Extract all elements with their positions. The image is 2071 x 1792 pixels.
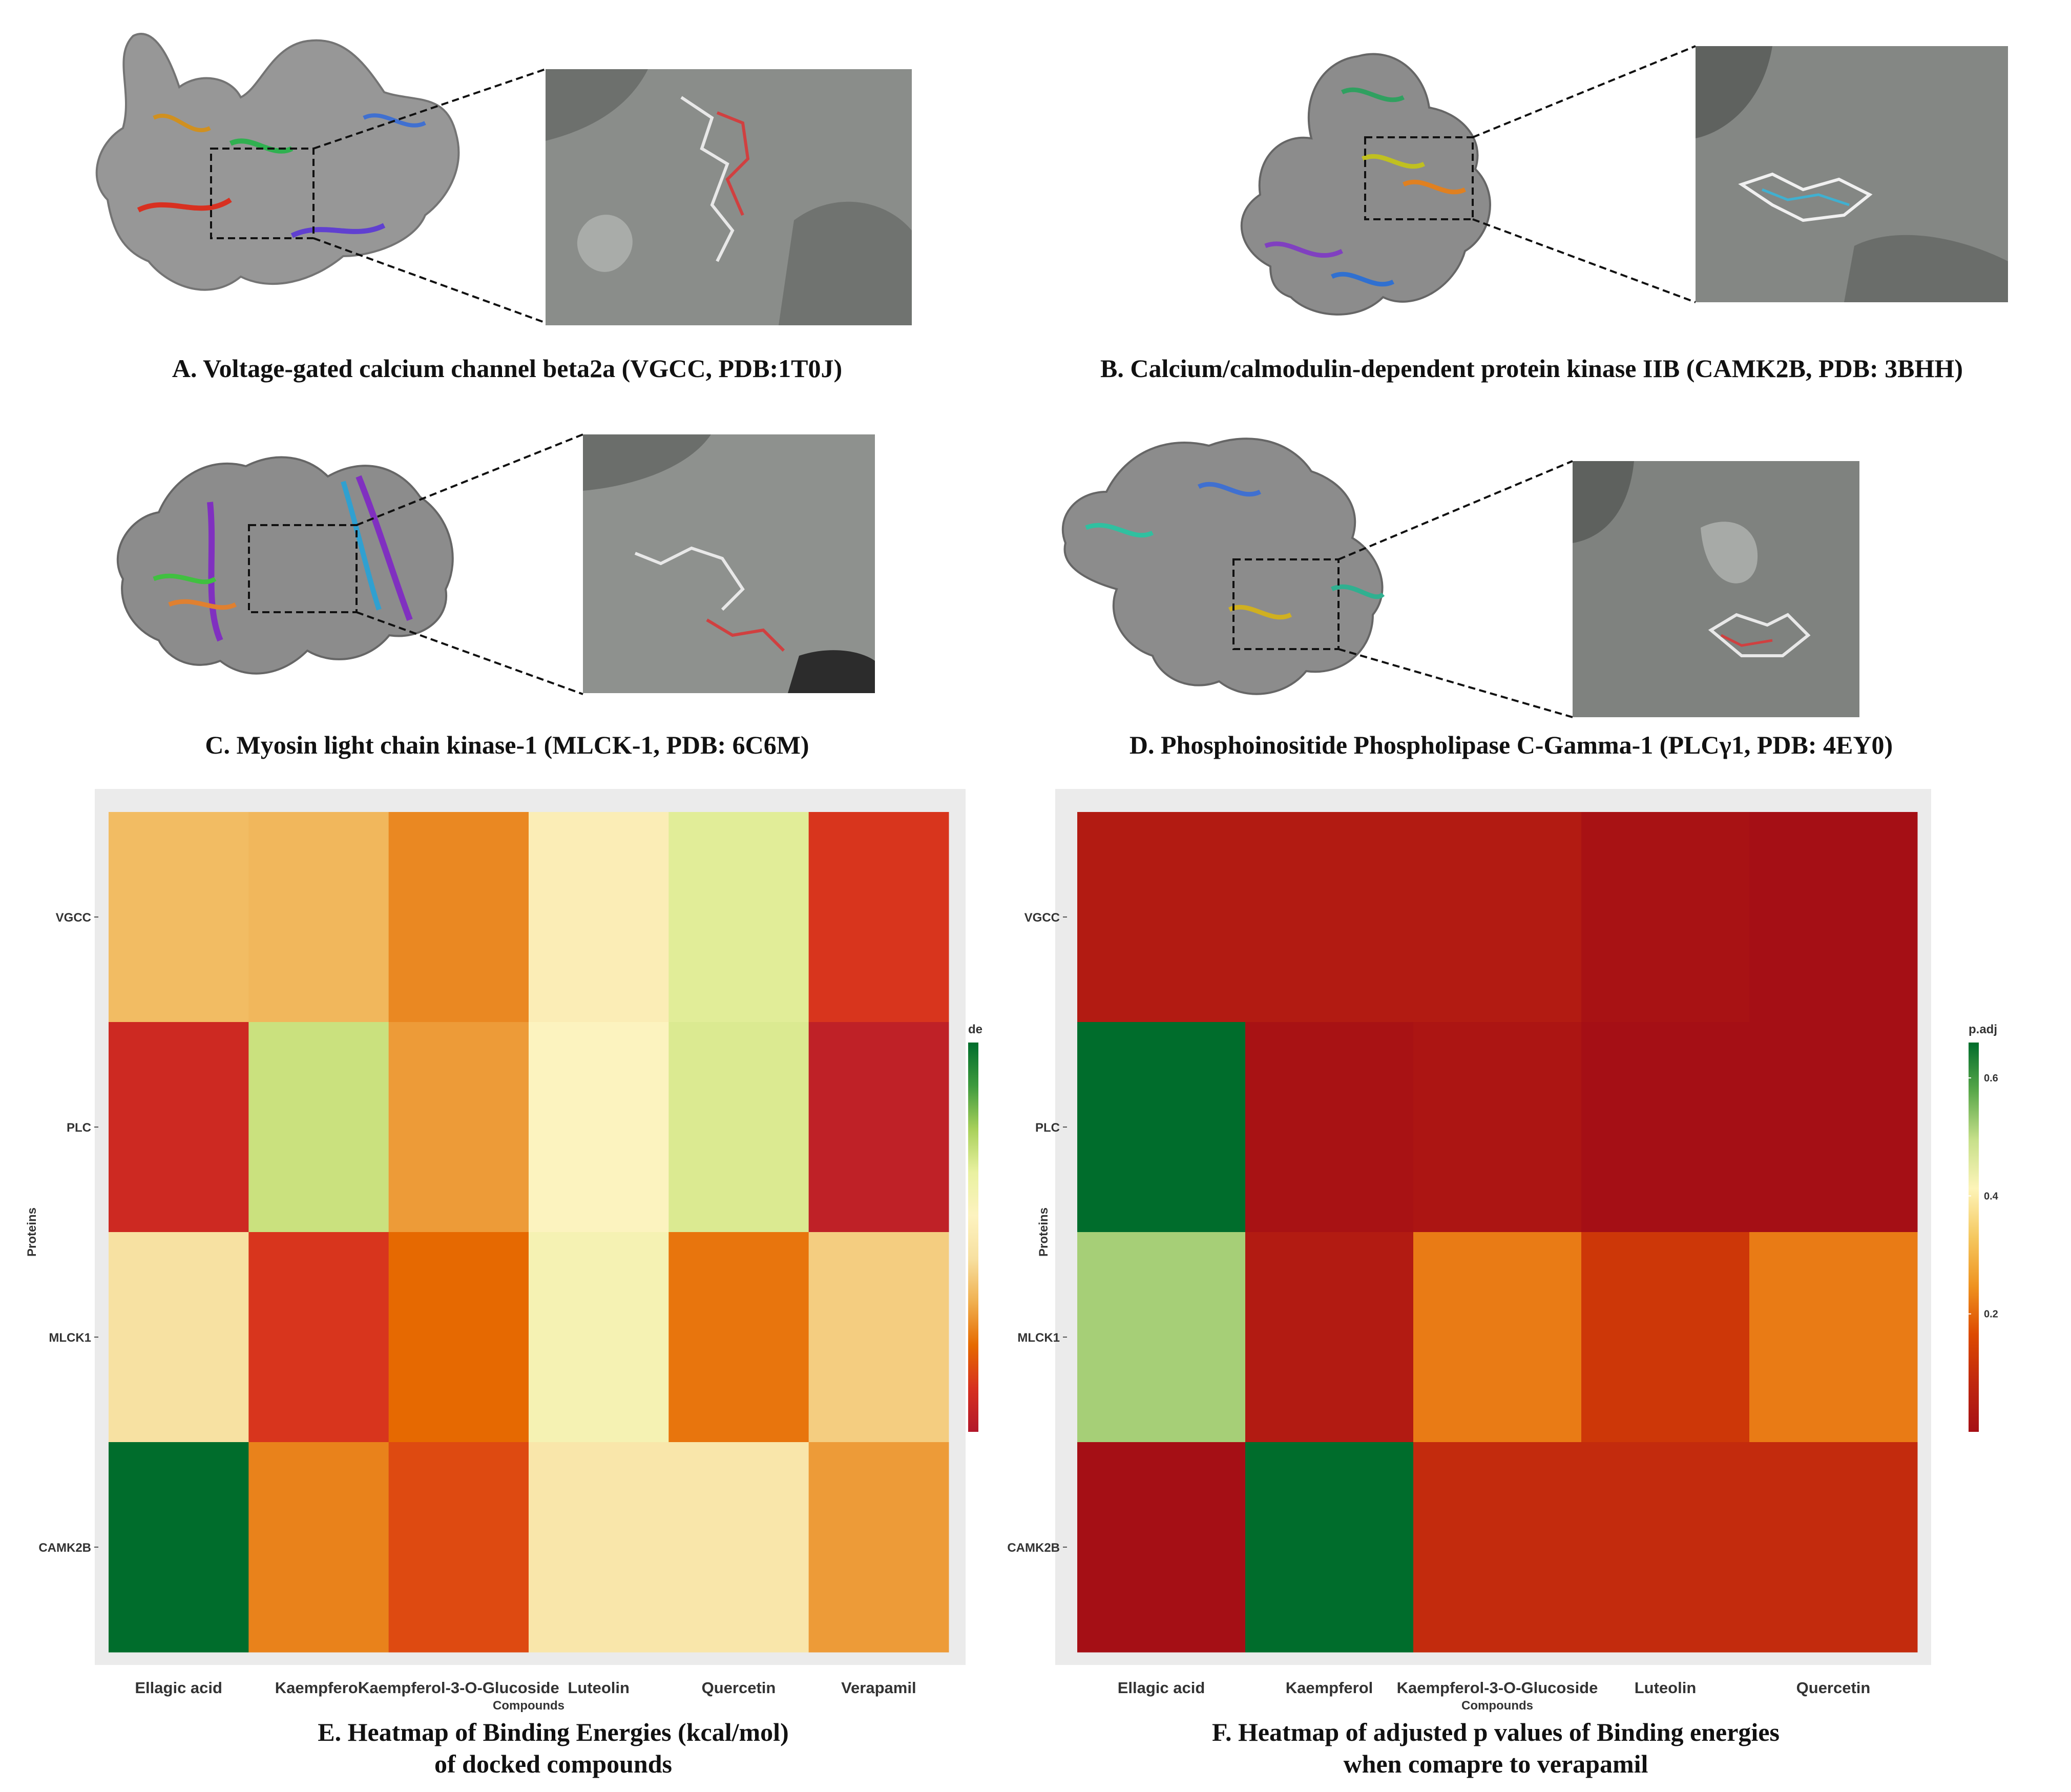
y-tick-label-camk2b: CAMK2B xyxy=(38,1541,91,1555)
panel-c-structure xyxy=(116,433,875,695)
heatmap-cell-vgcc-quercetin xyxy=(1749,812,1918,1023)
legend-colorbar xyxy=(968,1043,978,1432)
heatmap-cell-plc-luteolin xyxy=(529,1022,669,1233)
heatmap-cell-vgcc-kaempferol xyxy=(1245,812,1414,1023)
heatmap-cell-mlck1-ellagic-acid xyxy=(109,1232,249,1443)
heatmap-cell-plc-quercetin xyxy=(1749,1022,1918,1233)
panel-e-title-line2: of docked compounds xyxy=(434,1749,672,1778)
heatmap-cell-mlck1-quercetin xyxy=(668,1232,809,1443)
y-tick-label-plc: PLC xyxy=(1035,1121,1060,1135)
legend-colorbar xyxy=(1969,1043,1979,1432)
heatmap-cell-mlck1-quercetin xyxy=(1749,1232,1918,1443)
heatmap-cell-camk2b-kaempferol xyxy=(1245,1442,1414,1653)
x-axis-title: Compounds xyxy=(1461,1699,1533,1713)
y-tick-label-plc: PLC xyxy=(67,1121,91,1135)
x-tick-label-kaempferol: Kaempferol xyxy=(1286,1679,1373,1697)
heatmap-cell-mlck1-verapamil xyxy=(808,1232,949,1443)
heatmap-cell-camk2b-kaempferol-3-o-glucoside xyxy=(1413,1442,1582,1653)
heatmap-cell-plc-kaempferol xyxy=(1245,1022,1414,1233)
panel-b-caption: B. Calcium/calmodulin-dependent protein … xyxy=(1100,354,1963,383)
y-tick-label-camk2b: CAMK2B xyxy=(1007,1541,1060,1555)
heatmap-cell-plc-verapamil xyxy=(808,1022,949,1233)
heatmap-cell-mlck1-kaempferol xyxy=(1245,1232,1414,1443)
heatmap-cell-vgcc-verapamil xyxy=(808,812,949,1023)
x-tick-label-kaempferol: Kaempferol xyxy=(275,1679,363,1697)
panel-c-caption: C. Myosin light chain kinase-1 (MLCK-1, … xyxy=(205,731,809,759)
heatmap-cell-camk2b-ellagic-acid xyxy=(109,1442,249,1653)
heatmap-cell-vgcc-ellagic-acid xyxy=(109,812,249,1023)
heatmap-cell-vgcc-luteolin xyxy=(529,812,669,1023)
panel-e-title-line1: E. Heatmap of Binding Energies (kcal/mol… xyxy=(318,1718,789,1746)
x-tick-label-luteolin: Luteolin xyxy=(568,1679,630,1697)
heatmap-cell-camk2b-kaempferol xyxy=(248,1442,389,1653)
heatmap-cell-camk2b-quercetin xyxy=(1749,1442,1918,1653)
heatmap-cell-vgcc-ellagic-acid xyxy=(1077,812,1246,1023)
heatmap-cell-plc-ellagic-acid xyxy=(109,1022,249,1233)
x-tick-label-kaempferol-3-o-glucoside: Kaempferol-3-O-Glucoside xyxy=(358,1679,559,1697)
heatmap-cell-mlck1-kaempferol xyxy=(248,1232,389,1443)
heatmap-cell-plc-ellagic-acid xyxy=(1077,1022,1246,1233)
heatmap-cell-vgcc-kaempferol-3-o-glucoside xyxy=(388,812,529,1023)
heatmap-cell-vgcc-quercetin xyxy=(668,812,809,1023)
legend-tick-label: 0.6 xyxy=(1984,1073,1998,1084)
panel-e-title: E. Heatmap of Binding Energies (kcal/mol… xyxy=(0,1716,1106,1780)
heatmap-cell-mlck1-luteolin xyxy=(1581,1232,1750,1443)
heatmap-cell-plc-kaempferol-3-o-glucoside xyxy=(1413,1022,1582,1233)
heatmap-cell-vgcc-luteolin xyxy=(1581,812,1750,1023)
panel-b-structure xyxy=(1240,45,2008,316)
x-tick-label-ellagic-acid: Ellagic acid xyxy=(1118,1679,1205,1697)
y-tick-label-vgcc: VGCC xyxy=(56,911,91,925)
heatmap-cell-camk2b-luteolin xyxy=(1581,1442,1750,1653)
panel-f-title-line2: when comapre to verapamil xyxy=(1343,1749,1648,1778)
heatmap-cell-mlck1-kaempferol-3-o-glucoside xyxy=(1413,1232,1582,1443)
x-tick-label-quercetin: Quercetin xyxy=(1796,1679,1871,1697)
heatmap-cell-plc-kaempferol xyxy=(248,1022,389,1233)
heatmap-cell-camk2b-luteolin xyxy=(529,1442,669,1653)
heatmap-cell-mlck1-kaempferol-3-o-glucoside xyxy=(388,1232,529,1443)
y-axis-title: Proteins xyxy=(25,1207,39,1257)
x-tick-label-verapamil: Verapamil xyxy=(841,1679,916,1697)
heatmap-cell-vgcc-kaempferol xyxy=(248,812,389,1023)
panel-a-caption: A. Voltage-gated calcium channel beta2a … xyxy=(172,354,843,383)
x-tick-label-luteolin: Luteolin xyxy=(1635,1679,1697,1697)
y-tick-label-vgcc: VGCC xyxy=(1024,911,1060,925)
x-tick-label-quercetin: Quercetin xyxy=(702,1679,776,1697)
legend-title: p.adj xyxy=(1969,1023,1997,1036)
y-tick-label-mlck1: MLCK1 xyxy=(49,1331,91,1345)
heatmap-cell-plc-luteolin xyxy=(1581,1022,1750,1233)
legend-title: de xyxy=(968,1023,982,1036)
heatmap-adjusted-p-values: VGCC PLC MLCK1 CAMK2B Ellagic acid Kaempferol… xyxy=(1007,789,1999,1713)
heatmap-cell-plc-kaempferol-3-o-glucoside xyxy=(388,1022,529,1233)
legend-tick-label: 0.2 xyxy=(1984,1309,1998,1320)
panel-f-title-line1: F. Heatmap of adjusted p values of Bindi… xyxy=(1212,1718,1780,1746)
panel-a-structure xyxy=(95,33,912,325)
heatmap-cell-mlck1-ellagic-acid xyxy=(1077,1232,1246,1443)
x-tick-label-ellagic-acid: Ellagic acid xyxy=(135,1679,222,1697)
legend-tick-label: 0.4 xyxy=(1984,1191,1999,1202)
heatmap-cell-camk2b-quercetin xyxy=(668,1442,809,1653)
heatmap-cell-mlck1-luteolin xyxy=(529,1232,669,1443)
y-tick-label-mlck1: MLCK1 xyxy=(1017,1331,1060,1345)
heatmap-cell-camk2b-ellagic-acid xyxy=(1077,1442,1246,1653)
x-tick-label-kaempferol-3-o-glucoside: Kaempferol-3-O-Glucoside xyxy=(1397,1679,1598,1697)
heatmap-binding-energies: VGCC PLC MLCK1 CAMK2B Ellagic acid Kaempferol… xyxy=(25,789,982,1713)
y-axis-title: Proteins xyxy=(1037,1207,1051,1257)
heatmap-cell-camk2b-kaempferol-3-o-glucoside xyxy=(388,1442,529,1653)
heatmap-cell-camk2b-verapamil xyxy=(808,1442,949,1653)
x-axis-title: Compounds xyxy=(493,1699,564,1713)
panel-d-caption: D. Phosphoinositide Phospholipase C-Gamm… xyxy=(1129,731,1893,759)
panel-f-title: F. Heatmap of adjusted p values of Bindi… xyxy=(963,1716,2028,1780)
heatmap-cell-vgcc-kaempferol-3-o-glucoside xyxy=(1413,812,1582,1023)
heatmap-cell-plc-quercetin xyxy=(668,1022,809,1233)
panel-d-structure xyxy=(1061,437,1859,718)
